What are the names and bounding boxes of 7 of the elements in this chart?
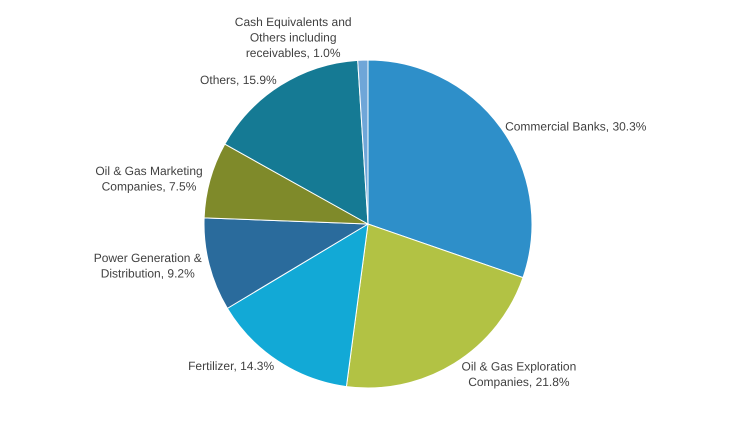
slice-label: Cash Equivalents and Others including receivables, 1.0% [234,14,352,60]
slice-label: Fertilizer, 14.3% [188,358,274,373]
slice-label: Commercial Banks, 30.3% [505,120,647,134]
slice-label: Oil & Gas Marketing Companies, 7.5% [95,164,203,194]
slice-label: Others, 15.9% [200,73,278,88]
slice-label: Oil & Gas Exploration Companies, 21.8% [462,359,576,390]
slice-label: Power Generation & Distribution, 9.2% [94,250,202,280]
